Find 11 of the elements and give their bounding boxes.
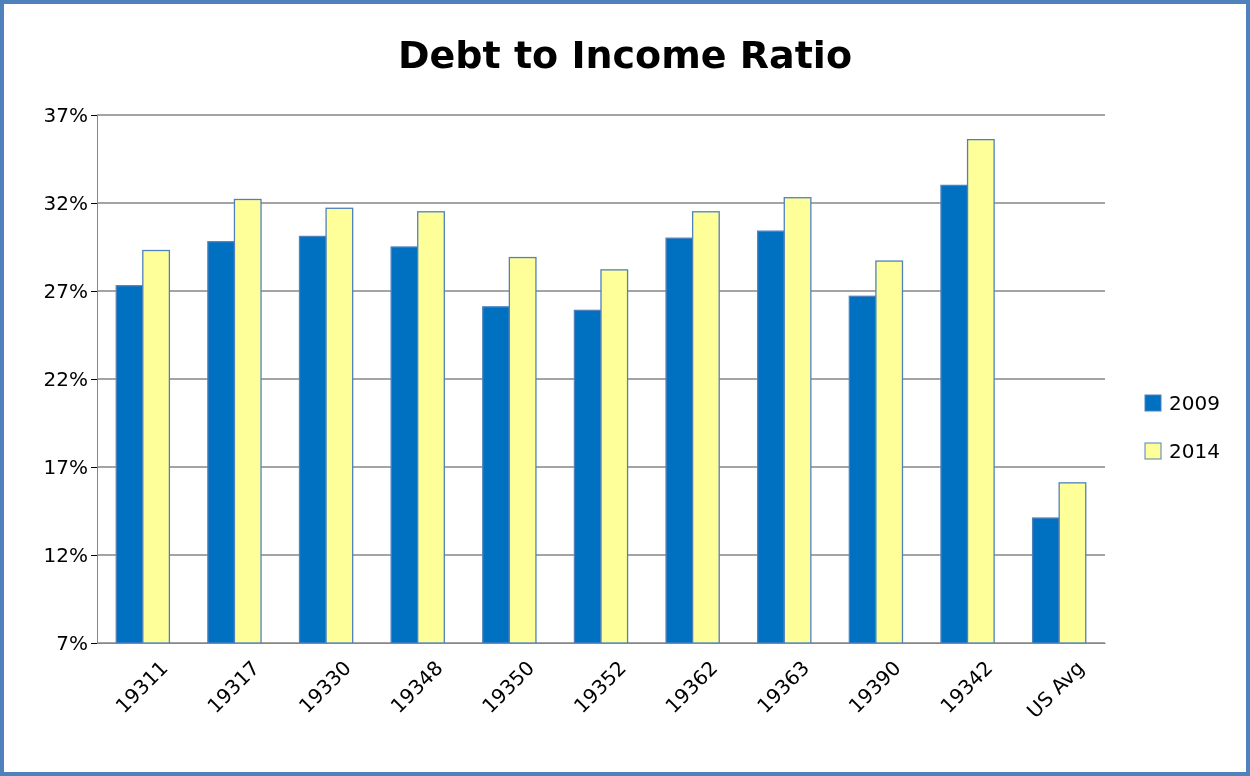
legend-label: 2014 bbox=[1169, 439, 1220, 463]
y-tick-label: 37% bbox=[43, 102, 88, 127]
y-tick-label: 17% bbox=[43, 454, 88, 479]
x-tick-label: US Avg bbox=[1021, 655, 1089, 723]
y-tick-label: 12% bbox=[43, 542, 88, 567]
y-tick-label: 27% bbox=[43, 278, 88, 303]
legend-label: 2009 bbox=[1169, 391, 1220, 415]
y-tick-label: 7% bbox=[56, 630, 88, 655]
y-tick-label: 22% bbox=[43, 366, 88, 391]
y-tick-label: 32% bbox=[43, 190, 88, 215]
chart-title: Debt to Income Ratio bbox=[397, 33, 853, 77]
